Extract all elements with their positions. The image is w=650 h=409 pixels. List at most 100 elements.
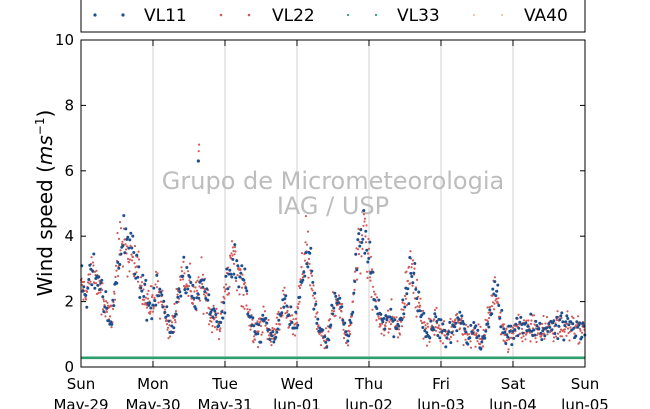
vl22-point [194, 286, 197, 289]
vl22-point [540, 322, 544, 325]
vl22-point [207, 323, 211, 326]
vl11-point [137, 265, 141, 269]
vl11-point [170, 324, 174, 328]
y-tick-label: 0 [64, 358, 74, 376]
vl22-point [276, 312, 279, 316]
y-tick-label: 2 [64, 293, 74, 311]
vl22-point [311, 289, 314, 292]
vl22-point [298, 286, 302, 290]
vl22-point [166, 328, 169, 331]
vl22-point [240, 286, 244, 289]
vl11-point [155, 273, 159, 277]
vl22-point [281, 289, 285, 292]
vl22-point [127, 261, 131, 264]
legend-frame [80, 0, 586, 33]
x-tick-label-day: Sun [571, 375, 600, 393]
vl22-point [529, 340, 532, 343]
vl22-point [219, 327, 222, 330]
vl11-point [414, 287, 418, 291]
vl11-point [556, 337, 560, 341]
vl22-point [210, 320, 213, 323]
vl22-point [546, 333, 549, 336]
x-tick-label-date: Mav-31 [197, 396, 252, 409]
vl11-point [517, 326, 521, 330]
vl22-point [114, 264, 118, 267]
vl22-point [179, 278, 182, 281]
vl22-point [469, 346, 473, 349]
vl11-point [348, 318, 352, 322]
vl11-point [543, 334, 547, 338]
vl22-point [532, 314, 536, 317]
vl22-point [200, 282, 204, 286]
vl11-point [130, 246, 134, 250]
vl11-point [443, 328, 447, 332]
vl22-point [252, 341, 255, 344]
vl22-point [153, 296, 156, 299]
vl22-point [137, 250, 140, 253]
vl11-point [409, 271, 413, 275]
vl11-point [188, 275, 192, 279]
vl11-point [172, 326, 176, 330]
legend-entry-vl11: VL11 [93, 6, 187, 26]
vl22-point [211, 324, 214, 328]
vl11-point [518, 320, 522, 324]
vl11-point [353, 280, 357, 283]
vl22-point [266, 337, 269, 341]
vl22-point [418, 304, 422, 307]
vl11-point [548, 325, 552, 329]
vl11-point [230, 275, 234, 279]
vl11-point [161, 305, 165, 309]
vl11-point [515, 316, 519, 320]
vl11-point [364, 229, 368, 233]
vl22-point [291, 333, 295, 336]
vl11-point [240, 264, 244, 268]
y-tick-label: 4 [64, 227, 74, 245]
vl11-point [133, 272, 137, 276]
vl11-point [561, 320, 565, 324]
vl22-point [253, 338, 257, 341]
vl11-point [553, 332, 557, 336]
vl11-point [581, 321, 585, 325]
vl11-point [547, 322, 551, 326]
vl22-point [367, 247, 371, 250]
vl22-point [126, 257, 130, 260]
vl22-point [521, 340, 524, 343]
vl22-point [293, 334, 297, 337]
vl11-point [519, 315, 523, 319]
vl11-point [145, 318, 149, 322]
vl22-point [412, 291, 415, 294]
vl11-point [438, 336, 442, 340]
vl22-point [231, 246, 235, 249]
vl22-point [421, 309, 425, 312]
vl11-point [493, 280, 497, 284]
vl22-point [374, 293, 377, 296]
series-layer [79, 143, 587, 360]
vl22-point [98, 279, 101, 282]
vl11-point [128, 238, 132, 242]
vl22-point [363, 217, 367, 220]
vl22-point [542, 314, 545, 318]
vl11-point [91, 269, 95, 273]
legend-marker-vl33-b [374, 13, 378, 17]
vl22-point [309, 272, 313, 275]
vl22-point [124, 243, 127, 246]
vl22-point [188, 262, 192, 265]
vl11-point [178, 290, 182, 294]
vl11-point [228, 268, 232, 272]
legend-marker-vl22-b [247, 13, 251, 17]
vl11-point [572, 326, 576, 330]
vl11-point [408, 256, 412, 259]
vl22-point [257, 330, 260, 333]
vl11-point [101, 295, 105, 299]
vl22-point [517, 323, 521, 326]
vl22-point [416, 305, 419, 308]
vl11-point [425, 331, 429, 335]
vl22-point [216, 312, 220, 315]
vl22-point [410, 266, 413, 269]
vl11-point [163, 310, 167, 314]
vl22-point [492, 308, 496, 311]
vl22-point [428, 340, 431, 343]
vl11-point [189, 281, 193, 284]
vl22-point [366, 276, 369, 279]
vl11-point [289, 305, 293, 309]
